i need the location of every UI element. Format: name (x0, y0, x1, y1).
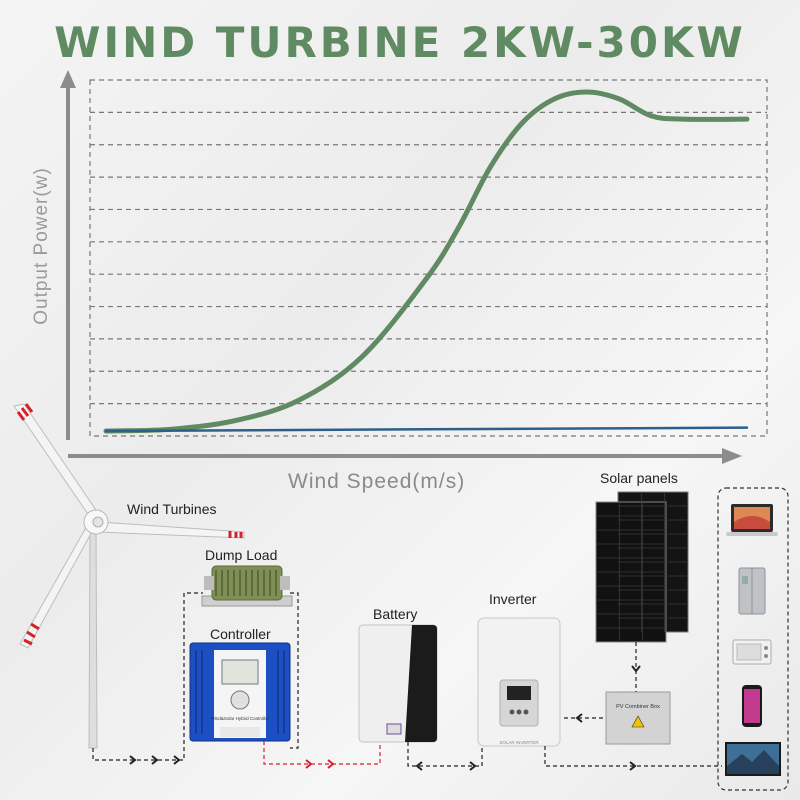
flow-arrows (129, 665, 641, 771)
dump-load-illustration (201, 565, 293, 607)
solar-panels-illustration (595, 491, 689, 643)
inverter-label: Inverter (489, 591, 537, 607)
y-axis-arrow (60, 70, 76, 88)
series-line-1 (103, 89, 750, 434)
series-line-2 (104, 426, 749, 433)
inverter-illustration: SOLAR INVERTER (477, 617, 561, 747)
appliances-box (717, 487, 789, 791)
dump-load-label: Dump Load (205, 547, 278, 563)
television-icon (725, 742, 781, 776)
inverter-brand-text: SOLAR INVERTER (499, 740, 539, 745)
page-title: WIND TURBINE 2KW-30KW (54, 18, 746, 67)
oven-icon (732, 639, 772, 665)
chart-frame (89, 79, 768, 437)
pv-combiner-box-text: PV Combiner Box (616, 704, 660, 710)
x-axis-arrow (722, 448, 742, 464)
chart-grid (89, 79, 768, 437)
controller-brand-text: Wind&Solar Hybrid Controller (211, 716, 270, 721)
pv-combiner-box-illustration: PV Combiner Box (605, 691, 671, 745)
controller-label: Controller (210, 626, 271, 642)
battery-label: Battery (373, 606, 418, 622)
solar-panels-label: Solar panels (600, 470, 678, 486)
wind-turbines-label: Wind Turbines (127, 501, 217, 517)
wind-turbine-illustration (13, 403, 245, 749)
controller-illustration: Wind&Solar Hybrid Controller (189, 642, 291, 742)
connection-lines (92, 592, 722, 767)
series-group (103, 89, 750, 434)
battery-illustration (358, 624, 438, 743)
refrigerator-icon (738, 567, 766, 615)
laptop-icon (726, 504, 778, 536)
smartphone-icon (742, 685, 762, 727)
x-axis-label: Wind Speed(m/s) (288, 470, 466, 493)
